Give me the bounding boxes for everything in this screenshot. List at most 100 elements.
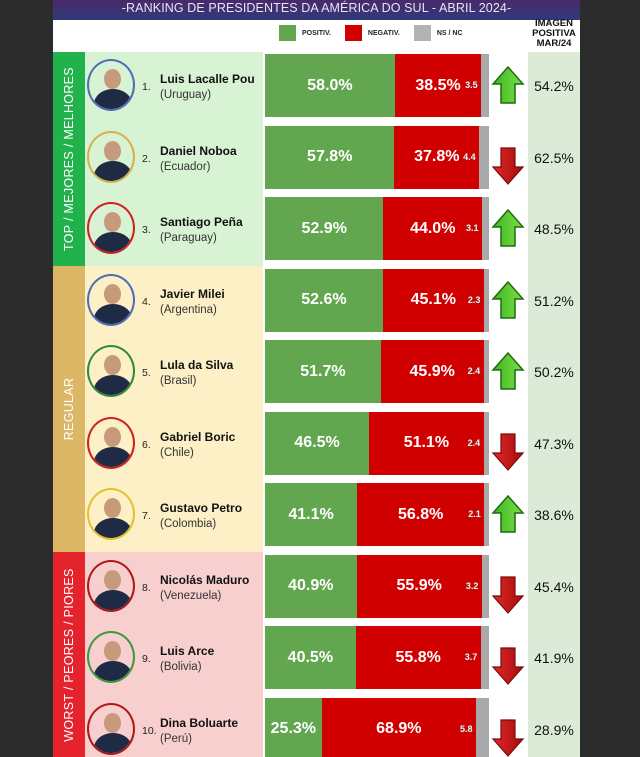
avatar-face	[104, 355, 121, 375]
previous-positive-value: 41.9%	[534, 650, 574, 666]
country-name: (Paraguay)	[160, 232, 217, 244]
stacked-bar: 40.9% 55.9%	[265, 554, 489, 618]
avatar	[87, 202, 135, 254]
ns-value: 2.1	[468, 509, 481, 519]
bar-negative: 45.9%	[380, 340, 484, 403]
previous-positive-value: 62.5%	[534, 149, 574, 166]
stacked-bar: 52.6% 45.1%	[265, 268, 489, 332]
previous-column-header: IMAGEN POSITIVA MAR/24	[528, 19, 580, 49]
stacked-bar: 52.9% 44.0%	[265, 197, 489, 260]
president-name: Santiago Peña	[160, 215, 243, 229]
avatar-suit	[94, 89, 132, 109]
bar-positive: 52.6%	[265, 268, 383, 332]
avatar-face	[104, 498, 121, 518]
stacked-bar: 51.7% 45.9%	[265, 340, 489, 403]
avatar-face	[104, 140, 121, 161]
previous-positive-value: 45.4%	[534, 578, 574, 595]
president-name: Lula da Silva	[160, 358, 234, 372]
bar-ns	[480, 626, 489, 689]
section-tab: REGULAR	[53, 266, 85, 552]
bar-positive: 25.3%	[265, 697, 322, 757]
avatar-suit	[94, 732, 132, 753]
bar-ns	[479, 125, 489, 189]
country-name: (Argentina)	[160, 303, 217, 316]
rank-number: 10.	[142, 724, 157, 737]
bar-negative: 56.8%	[357, 483, 485, 546]
president-row-2: 2. Daniel Noboa (Ecuador) 57.8% 37.8% 4.…	[53, 124, 580, 196]
president-row-9: 9. Luis Arce (Bolivia) 40.5% 55.8% 3.7 4…	[53, 624, 580, 696]
bar-positive: 40.9%	[265, 554, 357, 618]
bar-negative: 68.9%	[321, 697, 476, 757]
rank-number: 8.	[142, 581, 151, 594]
bar-negative: 45.1%	[382, 268, 484, 332]
ns-value: 5.8	[460, 723, 473, 734]
section-tab: WORST / PEORES / PIORES	[53, 552, 85, 757]
president-name: Nicolás Maduro	[160, 572, 250, 587]
header-line: POSITIVA	[532, 28, 576, 39]
avatar-suit	[94, 518, 132, 538]
country-name: (Bolivia)	[160, 661, 202, 673]
bar-negative: 51.1%	[369, 411, 484, 475]
avatar	[87, 631, 135, 683]
previous-positive-value: 51.2%	[534, 292, 574, 309]
arrow-down-icon	[491, 575, 525, 614]
avatar	[87, 702, 135, 755]
previous-column-bg	[528, 52, 580, 757]
bar-negative: 55.8%	[355, 626, 481, 689]
avatar	[87, 559, 135, 612]
avatar-suit	[94, 232, 132, 252]
country-name: (Brasil)	[160, 375, 197, 387]
president-name: Gustavo Petro	[160, 501, 243, 515]
ns-value: 2.3	[467, 294, 481, 305]
president-row-8: 8. Nicolás Maduro (Venezuela) 40.9% 55.9…	[53, 553, 580, 625]
stacked-bar: 25.3% 68.9%	[265, 697, 489, 757]
avatar	[87, 130, 135, 183]
bar-negative: 55.9%	[356, 554, 482, 618]
legend-label: NS / NC	[436, 29, 463, 37]
country-name: (Colombia)	[160, 518, 217, 530]
avatar-suit	[94, 160, 132, 181]
avatar-face	[104, 69, 121, 89]
bar-positive: 58.0%	[265, 54, 395, 117]
president-name: Luis Lacalle Pou	[160, 72, 255, 86]
avatar	[87, 488, 135, 540]
stacked-bar: 57.8% 37.8%	[265, 125, 489, 189]
bar-negative: 44.0%	[383, 197, 483, 260]
avatar-face	[104, 426, 121, 447]
arrow-down-icon	[491, 647, 525, 685]
bar-ns	[481, 554, 489, 618]
legend-item-negative: NEGATIV.	[344, 25, 400, 41]
legend-swatch-positive	[279, 25, 296, 41]
bar-positive: 51.7%	[265, 340, 381, 403]
president-name: Daniel Noboa	[160, 143, 237, 158]
avatar-suit	[94, 661, 132, 681]
avatar-suit	[94, 375, 132, 395]
bar-ns	[482, 197, 489, 260]
header-line: IMAGEN	[535, 18, 573, 29]
country-name: (Uruguay)	[160, 89, 212, 101]
legend-item-ns: NS / NC	[413, 25, 463, 41]
previous-positive-value: 38.6%	[534, 507, 574, 523]
bar-ns	[483, 340, 489, 403]
avatar-suit	[94, 446, 132, 467]
president-row-1: 1. Luis Lacalle Pou (Uruguay) 58.0% 38.5…	[53, 52, 580, 124]
stacked-bar: 58.0% 38.5%	[265, 54, 489, 117]
bar-negative: 38.5%	[394, 54, 482, 117]
ns-value: 3.5	[465, 80, 478, 90]
previous-positive-value: 50.2%	[534, 364, 574, 380]
president-name: Gabriel Boric	[160, 429, 236, 444]
bar-positive: 46.5%	[265, 411, 370, 475]
ranking-panel: -RANKING DE PRESIDENTES DA AMÉRICA DO SU…	[53, 0, 580, 757]
president-row-6: 6. Gabriel Boric (Chile) 46.5% 51.1% 2.4…	[53, 410, 580, 482]
rank-number: 3.	[142, 224, 151, 236]
arrow-up-icon	[491, 494, 525, 533]
avatar	[87, 59, 135, 111]
president-row-10: 10. Dina Boluarte (Perú) 25.3% 68.9% 5.8…	[53, 696, 580, 757]
avatar	[87, 416, 135, 469]
president-row-5: 5. Lula da Silva (Brasil) 51.7% 45.9% 2.…	[53, 338, 580, 410]
avatar-face	[104, 712, 121, 733]
arrow-up-icon	[491, 280, 525, 319]
previous-positive-value: 54.2%	[534, 78, 574, 94]
bar-ns	[481, 54, 489, 117]
ns-value: 2.4	[467, 366, 481, 376]
